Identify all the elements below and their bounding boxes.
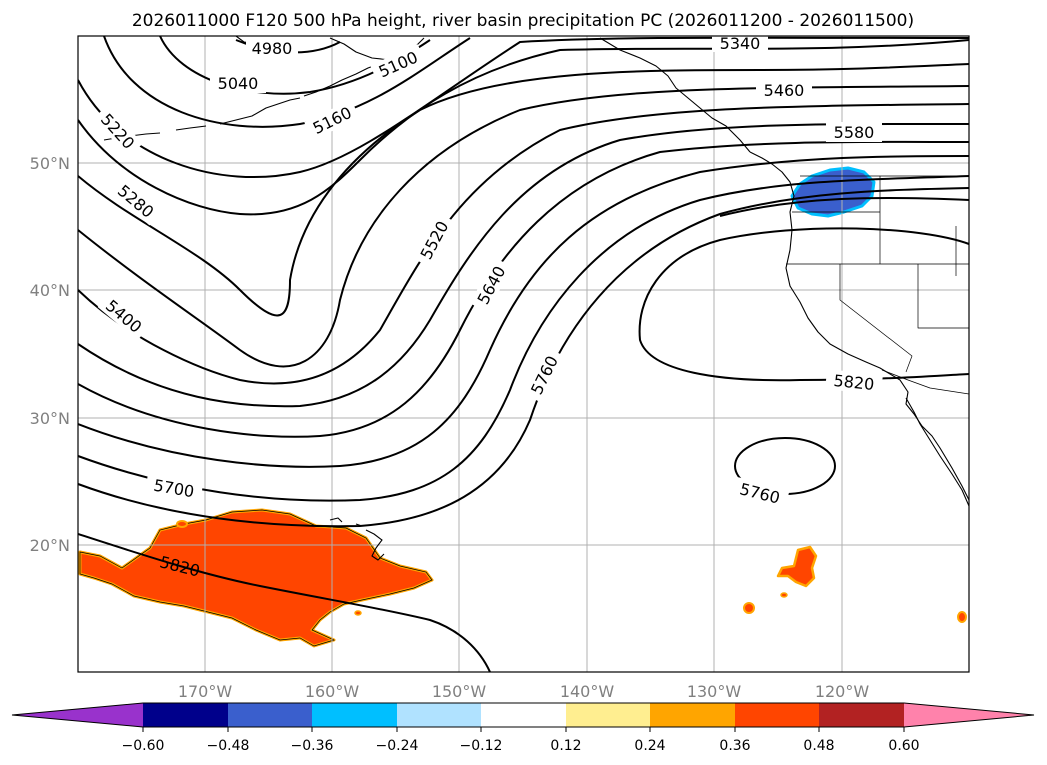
colorbar-ticks	[142, 727, 905, 732]
lat-label: 50°N	[30, 154, 70, 173]
contour-5280	[78, 63, 969, 317]
contour-5400	[78, 103, 969, 385]
colorbar-segment	[228, 703, 313, 727]
figure-title: 2026011000 F120 500 hPa height, river ba…	[132, 11, 914, 31]
lon-label: 160°W	[305, 682, 360, 701]
contour-5640	[78, 175, 969, 502]
contour-5460	[78, 122, 969, 408]
contour-label: 4980	[252, 39, 293, 58]
contour-label: 5460	[764, 81, 805, 100]
us-mexico-border	[881, 369, 969, 395]
colorbar-segment	[819, 703, 904, 727]
positive-anomaly-mexico	[776, 545, 818, 588]
colorbar-segment	[650, 703, 735, 727]
contour-5100	[103, 36, 471, 128]
contour-5700	[78, 187, 969, 528]
baja-california	[905, 397, 969, 507]
positive-anomaly-small	[780, 592, 788, 598]
north-america-west-coast	[749, 151, 969, 501]
colorbar-tick-label: 0.24	[634, 738, 665, 754]
graticule	[78, 36, 969, 672]
colorbar-tick-label: 0.36	[719, 738, 750, 754]
lon-label: 130°W	[687, 682, 742, 701]
contour-5820-west	[78, 533, 491, 672]
colorbar-tick-label: 0.48	[803, 738, 834, 754]
colorbar-segment	[397, 703, 482, 727]
state-borders	[786, 176, 969, 373]
colorbar-tick-label: 0.60	[888, 738, 919, 754]
precip-pc-shading	[78, 166, 967, 648]
positive-anomaly-outline	[79, 509, 433, 647]
colorbar-segment	[735, 703, 820, 727]
longitude-labels: 170°W 160°W 150°W 140°W 130°W 120°W	[178, 682, 870, 701]
lon-label: 150°W	[432, 682, 487, 701]
height-contours	[78, 36, 969, 672]
colorbar-extend-min	[12, 703, 143, 727]
lon-label: 120°W	[815, 682, 870, 701]
colorbar-segment	[481, 703, 566, 727]
colorbar-tick-label: −0.36	[291, 738, 334, 754]
latitude-labels: 50°N 40°N 30°N 20°N	[30, 154, 70, 555]
map-panel: 4980 5040 5100 5160 5220 5280 5340 5400 …	[77, 34, 970, 673]
contour-5340	[78, 85, 969, 368]
positive-anomaly-small	[743, 602, 755, 614]
lat-label: 20°N	[30, 536, 70, 555]
colorbar: −0.60 −0.48 −0.36 −0.24 −0.12 0.12 0.24 …	[11, 702, 1035, 754]
lon-label: 140°W	[560, 682, 615, 701]
contour-5580	[78, 155, 969, 468]
positive-anomaly-small	[354, 610, 362, 616]
lat-label: 30°N	[30, 409, 70, 428]
contour-label: 5040	[218, 74, 259, 93]
lat-label: 40°N	[30, 281, 70, 300]
map-frame	[77, 35, 970, 673]
colorbar-tick-label: −0.48	[207, 738, 250, 754]
positive-anomaly-small	[176, 520, 188, 528]
lon-label: 170°W	[178, 682, 233, 701]
colorbar-extend-max	[904, 703, 1034, 727]
contour-label: 5820	[833, 371, 875, 394]
colorbar-tick-label: −0.60	[122, 738, 165, 754]
colorbar-tick-label: −0.12	[460, 738, 503, 754]
colorbar-segment	[566, 703, 651, 727]
contour-5520	[78, 140, 969, 438]
colorbar-segment	[143, 703, 228, 727]
positive-anomaly-small	[957, 611, 967, 623]
colorbar-segment	[312, 703, 397, 727]
colorbar-tick-label: −0.24	[376, 738, 419, 754]
colorbar-tick-label: 0.12	[550, 738, 581, 754]
contour-label: 5580	[834, 123, 875, 142]
contour-label: 5340	[720, 34, 761, 53]
